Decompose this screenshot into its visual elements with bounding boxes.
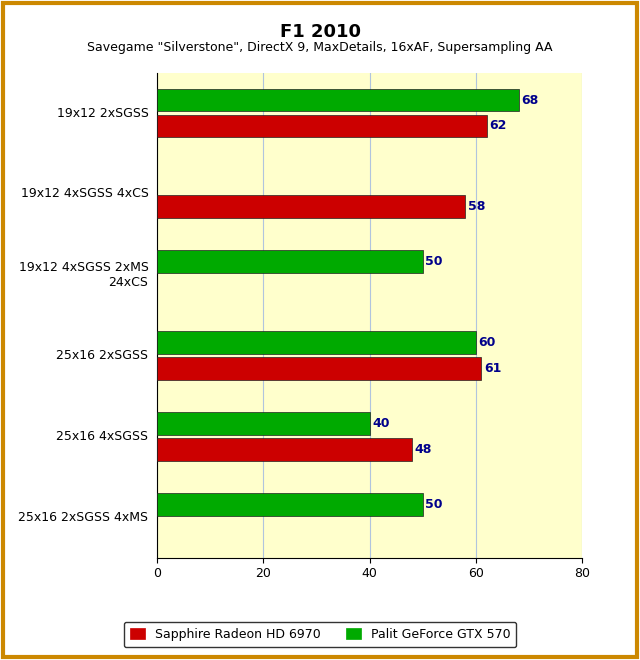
Bar (157, 357, 481, 380)
Text: 50: 50 (426, 498, 443, 511)
Bar (157, 251, 423, 273)
Bar (157, 331, 476, 354)
Text: 58: 58 (468, 201, 485, 213)
Bar (157, 195, 465, 218)
Bar (157, 115, 486, 137)
Text: 61: 61 (484, 362, 501, 375)
Bar (157, 89, 518, 112)
Text: Savegame "Silverstone", DirectX 9, MaxDetails, 16xAF, Supersampling AA: Savegame "Silverstone", DirectX 9, MaxDe… (87, 41, 553, 54)
Bar (157, 493, 423, 515)
Bar (157, 438, 412, 461)
Text: 48: 48 (415, 443, 432, 456)
Text: 62: 62 (490, 119, 507, 133)
Text: 40: 40 (372, 417, 390, 430)
Text: 68: 68 (521, 94, 538, 106)
Text: 60: 60 (479, 336, 496, 349)
Text: F1 2010: F1 2010 (280, 23, 360, 41)
Legend: Sapphire Radeon HD 6970, Palit GeForce GTX 570: Sapphire Radeon HD 6970, Palit GeForce G… (124, 622, 516, 647)
Text: 50: 50 (426, 255, 443, 268)
Bar (157, 412, 370, 435)
